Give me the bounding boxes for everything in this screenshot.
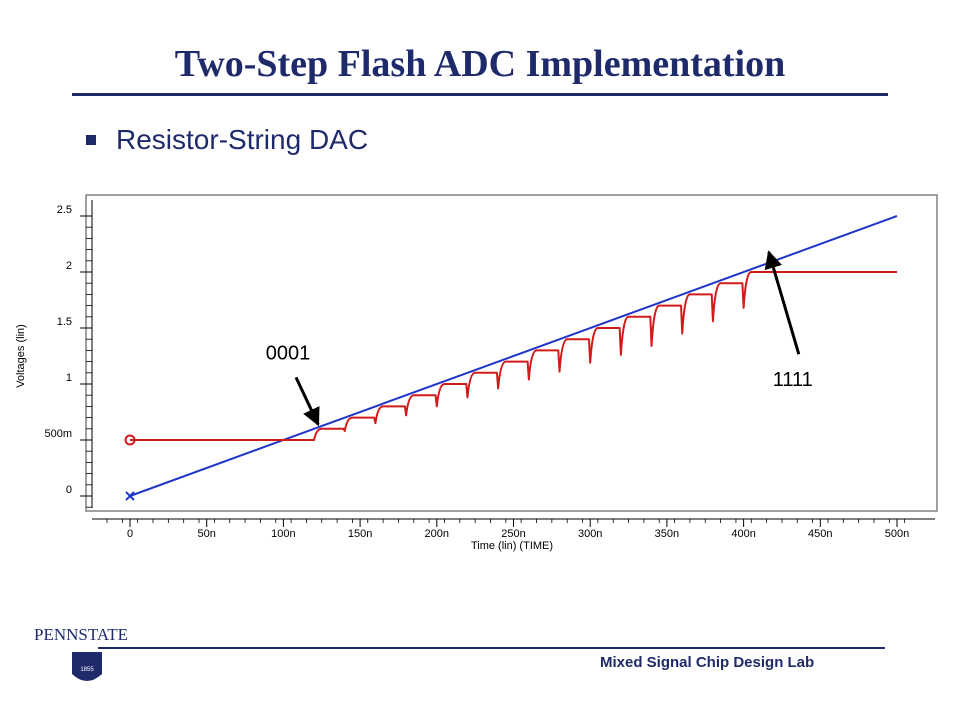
footer-divider: [98, 647, 885, 649]
arrow-1111: [764, 250, 801, 355]
logo-wordmark: PENNSTATE: [34, 625, 128, 644]
slide-title: Two-Step Flash ADC Implementation: [174, 43, 786, 85]
series-dac-staircase: [130, 271, 897, 441]
x-tick-label: 450n: [808, 528, 832, 540]
square-bullet-icon: [86, 135, 96, 145]
y-axis-label: Voltages (lin): [15, 324, 27, 388]
plot-frame: [85, 194, 938, 512]
footer-lab-name: Mixed Signal Chip Design Lab: [600, 654, 815, 671]
x-axis-label: Time (lin) (TIME): [471, 540, 553, 552]
x-tick-label: 150n: [348, 528, 372, 540]
series-ramp-marker: [125, 491, 135, 501]
annotation-1111: 1111: [773, 369, 813, 391]
x-tick-label: 250n: [501, 528, 525, 540]
logo-year: 1855: [80, 667, 94, 673]
y-tick-label: 1.5: [57, 316, 72, 328]
x-tick-label: 200n: [425, 528, 449, 540]
series-dac-marker: [124, 434, 136, 446]
y-tick-label: 2: [66, 260, 72, 272]
shield-icon: [72, 652, 102, 681]
x-tick-label: 50n: [198, 528, 216, 540]
bullet-text: Resistor-String DAC: [116, 124, 369, 155]
bullet-item: Resistor-String DAC: [86, 120, 368, 160]
x-tick-label: 400n: [731, 528, 755, 540]
x-tick-label: 350n: [655, 528, 679, 540]
title-divider: [72, 93, 888, 96]
y-tick-label: 0: [66, 484, 72, 496]
x-tick-label: 100n: [271, 528, 295, 540]
y-tick-label: 1: [66, 372, 72, 384]
x-tick-label: 300n: [578, 528, 602, 540]
y-tick-label: 2.5: [57, 204, 72, 216]
pennstate-logo: PENNSTATE 1855: [32, 622, 142, 700]
y-tick-label: 500m: [44, 428, 72, 440]
x-tick-label: 500n: [885, 528, 909, 540]
x-tick-label: 0: [127, 528, 133, 540]
annotation-0001: 0001: [266, 342, 311, 364]
arrow-0001: [294, 376, 320, 427]
